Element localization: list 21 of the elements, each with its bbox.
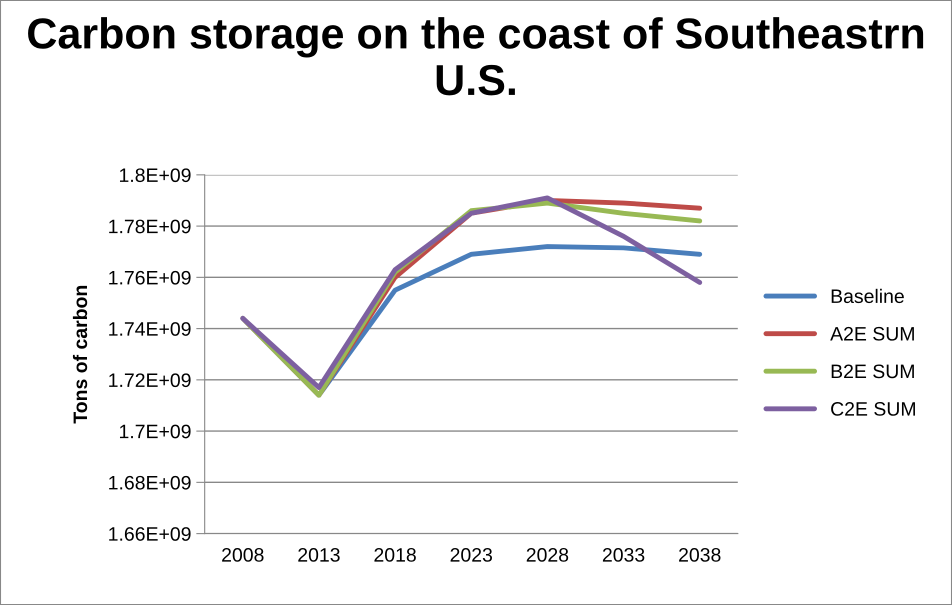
legend-label: A2E SUM [830, 326, 914, 341]
x-tick-label: 2008 [222, 548, 264, 562]
x-tick-label: 2028 [526, 548, 568, 562]
y-tick-label: 1.8E+09 [120, 168, 191, 182]
y-tick-label: 1.76E+09 [109, 270, 191, 285]
x-tick-label: 2038 [679, 548, 721, 562]
y-tick-label: 1.72E+09 [109, 373, 191, 388]
x-tick-label: 2018 [374, 548, 416, 562]
y-tick-label: 1.74E+09 [109, 322, 191, 336]
y-tick-label: 1.66E+09 [109, 527, 191, 541]
y-tick-label: 1.78E+09 [109, 220, 191, 234]
y-axis-title: Tons of carbon [72, 286, 88, 424]
x-tick-label: 2033 [602, 548, 644, 562]
legend-label: Baseline [832, 288, 904, 304]
x-tick-label: 2013 [298, 548, 340, 562]
y-tick-label: 1.68E+09 [109, 476, 191, 490]
y-tick-label: 1.7E+09 [120, 424, 191, 438]
x-tick-label: 2023 [450, 548, 492, 562]
legend-label: C2E SUM [831, 402, 915, 416]
chart-title: Carbon storage on the coast of Southeastrn U.S. [28, 17, 924, 96]
legend-label: B2E SUM [832, 364, 914, 378]
